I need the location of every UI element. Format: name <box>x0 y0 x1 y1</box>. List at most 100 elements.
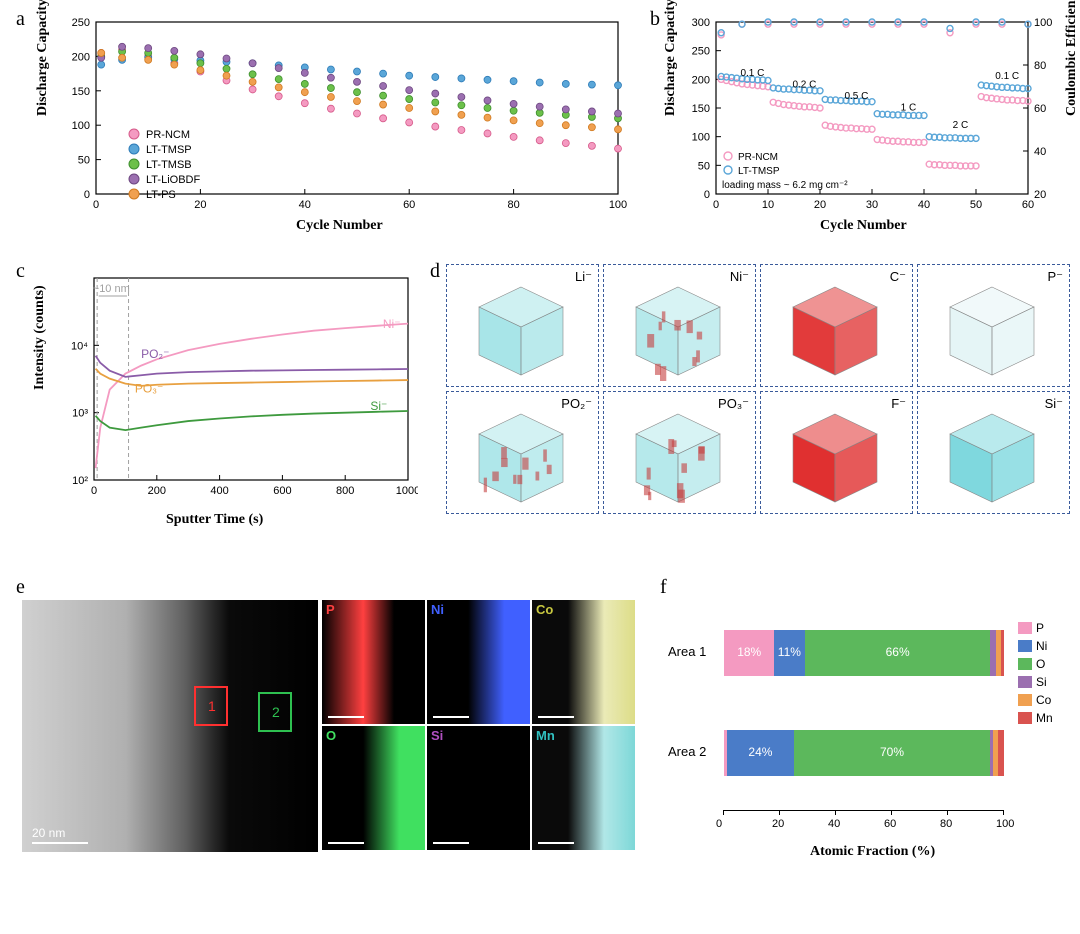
cube-Si⁻: Si⁻ <box>917 391 1070 514</box>
scalebar-icon <box>328 842 364 844</box>
svg-text:50: 50 <box>78 155 90 167</box>
cube-label: C⁻ <box>890 269 906 285</box>
svg-text:LT-PS: LT-PS <box>146 189 176 201</box>
svg-text:10⁴: 10⁴ <box>71 340 88 352</box>
xtick: 80 <box>940 818 952 830</box>
svg-text:PR-NCM: PR-NCM <box>738 152 778 163</box>
region-1-box: 1 <box>194 686 228 726</box>
panel-d: d Li⁻Ni⁻C⁻P⁻PO₂⁻PO₃⁻F⁻Si⁻ <box>430 260 1062 520</box>
svg-text:40: 40 <box>1034 146 1046 158</box>
svg-text:10³: 10³ <box>72 408 88 420</box>
panel-b-y2label: Coulombic Efficiency (%) <box>1064 0 1080 116</box>
svg-text:0: 0 <box>84 189 90 201</box>
bar-text: 11% <box>778 645 801 659</box>
bar-text: 70% <box>880 745 904 759</box>
cube-Li⁻: Li⁻ <box>446 264 599 387</box>
eds-map-label: O <box>326 728 336 743</box>
svg-text:0: 0 <box>93 199 99 211</box>
chart-c: 0200400600800100010²10³10⁴~10 nmNi⁻PO₂⁻P… <box>48 270 418 510</box>
legend-label: O <box>1036 657 1045 671</box>
xtick: 0 <box>716 818 722 830</box>
legend-swatch <box>1018 694 1032 706</box>
eds-map-label: Si <box>431 728 443 743</box>
panel-b-xlabel: Cycle Number <box>820 218 907 234</box>
legend-label: Si <box>1036 675 1047 689</box>
panel-b-ylabel: Discharge Capacity (mAh g⁻¹) <box>662 0 679 116</box>
svg-text:40: 40 <box>918 199 930 211</box>
chart-b: 0102030405060050100150200250300204060801… <box>672 14 1072 224</box>
legend-swatch <box>1018 622 1032 634</box>
scale-bar-text: 20 nm <box>32 826 65 840</box>
xtick: 20 <box>772 818 784 830</box>
cube-C⁻: C⁻ <box>760 264 913 387</box>
region-2-box: 2 <box>258 692 292 732</box>
svg-text:100: 100 <box>1034 17 1052 29</box>
svg-text:250: 250 <box>72 17 90 29</box>
svg-text:LT-TMSP: LT-TMSP <box>738 166 780 177</box>
panel-b-label: b <box>650 8 660 31</box>
svg-text:50: 50 <box>970 199 982 211</box>
cube-label: Ni⁻ <box>730 269 749 285</box>
svg-text:30: 30 <box>866 199 878 211</box>
legend-swatch <box>1018 640 1032 652</box>
svg-text:80: 80 <box>1034 60 1046 72</box>
svg-text:20: 20 <box>814 199 826 211</box>
cube-Ni⁻: Ni⁻ <box>603 264 756 387</box>
cube-label: F⁻ <box>891 396 906 412</box>
cube-P⁻: P⁻ <box>917 264 1070 387</box>
svg-text:200: 200 <box>692 74 710 86</box>
svg-text:80: 80 <box>507 199 519 211</box>
svg-text:0.2 C: 0.2 C <box>792 80 816 91</box>
svg-text:0: 0 <box>91 485 97 497</box>
eds-map-label: Ni <box>431 602 444 617</box>
bar-seg-Mn <box>1001 630 1004 676</box>
panel-f-xlabel: Atomic Fraction (%) <box>810 844 935 860</box>
cube-F⁻: F⁻ <box>760 391 913 514</box>
svg-text:400: 400 <box>210 485 228 497</box>
bar-seg-Mn <box>998 730 1004 776</box>
svg-text:2 C: 2 C <box>953 120 969 131</box>
chart-a: 020406080100050100150200250PR-NCMLT-TMSP… <box>48 14 628 224</box>
panel-c: c 0200400600800100010²10³10⁴~10 nmNi⁻PO₂… <box>16 260 416 540</box>
bar-text: 18% <box>737 645 761 659</box>
region-2-label: 2 <box>272 704 280 720</box>
svg-text:50: 50 <box>698 160 710 172</box>
svg-text:Si⁻: Si⁻ <box>370 399 387 413</box>
scalebar-icon <box>328 716 364 718</box>
svg-text:0.1 C: 0.1 C <box>995 71 1019 82</box>
cube-label: Si⁻ <box>1045 396 1063 412</box>
panel-c-xlabel: Sputter Time (s) <box>166 512 263 528</box>
panel-e: e 1 2 20 nm PNiCoOSiMn <box>16 576 640 856</box>
legend-swatch <box>1018 676 1032 688</box>
legend-label: Mn <box>1036 711 1053 725</box>
panel-a-xlabel: Cycle Number <box>296 218 383 234</box>
eds-map-label: P <box>326 602 335 617</box>
svg-text:PO₃⁻: PO₃⁻ <box>135 381 164 395</box>
panel-d-label: d <box>430 260 440 283</box>
cube-PO₃⁻: PO₃⁻ <box>603 391 756 514</box>
legend-label: Co <box>1036 693 1051 707</box>
panel-c-label: c <box>16 260 25 283</box>
eds-map-label: Mn <box>536 728 555 743</box>
svg-text:150: 150 <box>692 103 710 115</box>
svg-text:100: 100 <box>692 132 710 144</box>
svg-text:200: 200 <box>72 51 90 63</box>
panel-a-ylabel: Discharge Capacity(mAh g⁻¹) <box>34 0 51 116</box>
region-1-label: 1 <box>208 698 216 714</box>
svg-text:LT-TMSP: LT-TMSP <box>146 144 192 156</box>
svg-text:60: 60 <box>1022 199 1034 211</box>
svg-text:0.1 C: 0.1 C <box>740 68 764 79</box>
svg-text:40: 40 <box>299 199 311 211</box>
eds-map-label: Co <box>536 602 553 617</box>
cube-label: Li⁻ <box>575 269 592 285</box>
panel-a: a 020406080100050100150200250PR-NCMLT-TM… <box>16 8 616 238</box>
svg-text:10²: 10² <box>72 475 88 487</box>
eds-map-P: P <box>322 600 425 724</box>
svg-text:Ni⁻: Ni⁻ <box>383 317 401 331</box>
svg-text:1000: 1000 <box>396 485 418 497</box>
legend-label: P <box>1036 621 1044 635</box>
svg-text:800: 800 <box>336 485 354 497</box>
cube-PO₂⁻: PO₂⁻ <box>446 391 599 514</box>
svg-text:100: 100 <box>609 199 627 211</box>
bar-name: Area 2 <box>668 744 706 759</box>
